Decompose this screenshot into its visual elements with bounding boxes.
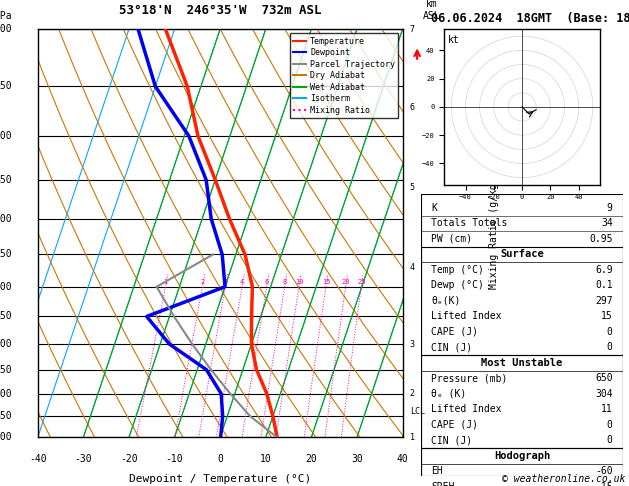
Text: 304: 304 — [595, 389, 613, 399]
Text: 3: 3 — [410, 340, 415, 348]
Text: 400: 400 — [0, 131, 12, 141]
Text: 900: 900 — [0, 433, 12, 442]
Text: 850: 850 — [0, 411, 12, 421]
Text: 0.1: 0.1 — [595, 280, 613, 290]
Text: 450: 450 — [0, 175, 12, 185]
Text: CAPE (J): CAPE (J) — [431, 327, 479, 337]
Text: 0.95: 0.95 — [589, 234, 613, 244]
Text: Lifted Index: Lifted Index — [431, 312, 502, 321]
Text: Dewpoint / Temperature (°C): Dewpoint / Temperature (°C) — [129, 474, 311, 484]
Text: Temp (°C): Temp (°C) — [431, 265, 484, 275]
Text: 750: 750 — [0, 364, 12, 375]
Text: 4: 4 — [410, 263, 415, 272]
Text: 10: 10 — [260, 454, 272, 464]
Text: -60: -60 — [595, 467, 613, 476]
Text: 650: 650 — [0, 312, 12, 321]
Text: 8: 8 — [283, 279, 287, 285]
Text: 6: 6 — [410, 103, 415, 112]
Text: 30: 30 — [351, 454, 363, 464]
Text: Mixing Ratio (g/kg): Mixing Ratio (g/kg) — [489, 177, 499, 289]
Bar — [421, 355, 623, 448]
Text: Pressure (mb): Pressure (mb) — [431, 373, 508, 383]
Text: 300: 300 — [0, 24, 12, 34]
Text: 297: 297 — [595, 296, 613, 306]
Text: 4: 4 — [240, 279, 245, 285]
Text: -15: -15 — [595, 482, 613, 486]
Text: Hodograph: Hodograph — [494, 451, 550, 461]
Text: 34: 34 — [601, 218, 613, 228]
Text: 0: 0 — [607, 435, 613, 445]
Text: Lifted Index: Lifted Index — [431, 404, 502, 415]
Text: 11: 11 — [601, 404, 613, 415]
Text: 2: 2 — [201, 279, 205, 285]
Text: 6.9: 6.9 — [595, 265, 613, 275]
Text: 2: 2 — [410, 389, 415, 398]
Text: CAPE (J): CAPE (J) — [431, 420, 479, 430]
Text: km
ASL: km ASL — [423, 0, 440, 21]
Bar — [421, 448, 623, 486]
Text: 1: 1 — [410, 433, 415, 442]
Text: SREH: SREH — [431, 482, 455, 486]
Text: 350: 350 — [0, 82, 12, 91]
Text: 800: 800 — [0, 389, 12, 399]
Text: 3: 3 — [223, 279, 228, 285]
Legend: Temperature, Dewpoint, Parcel Trajectory, Dry Adiabat, Wet Adiabat, Isotherm, Mi: Temperature, Dewpoint, Parcel Trajectory… — [290, 34, 398, 118]
Text: kt: kt — [447, 35, 459, 45]
Text: 600: 600 — [0, 282, 12, 292]
Text: θₑ(K): θₑ(K) — [431, 296, 461, 306]
Text: 10: 10 — [295, 279, 303, 285]
Text: Surface: Surface — [500, 249, 544, 260]
Text: hPa: hPa — [0, 11, 12, 21]
Text: 7: 7 — [410, 25, 415, 34]
Text: LCL: LCL — [410, 407, 425, 417]
Text: -10: -10 — [165, 454, 184, 464]
Text: 25: 25 — [357, 279, 365, 285]
Text: PW (cm): PW (cm) — [431, 234, 472, 244]
Text: © weatheronline.co.uk: © weatheronline.co.uk — [503, 473, 626, 484]
Text: 20: 20 — [342, 279, 350, 285]
Text: CIN (J): CIN (J) — [431, 342, 472, 352]
Bar — [421, 246, 623, 355]
Text: -20: -20 — [120, 454, 138, 464]
Text: 5: 5 — [410, 184, 415, 192]
Text: 1: 1 — [164, 279, 168, 285]
Text: 53°18'N  246°35'W  732m ASL: 53°18'N 246°35'W 732m ASL — [119, 4, 321, 17]
Text: 6: 6 — [265, 279, 269, 285]
Text: 06.06.2024  18GMT  (Base: 18): 06.06.2024 18GMT (Base: 18) — [431, 12, 629, 25]
Text: 0: 0 — [607, 420, 613, 430]
Text: Most Unstable: Most Unstable — [481, 358, 563, 368]
Text: 0: 0 — [607, 342, 613, 352]
Text: -30: -30 — [74, 454, 92, 464]
Text: 650: 650 — [595, 373, 613, 383]
Text: 40: 40 — [397, 454, 408, 464]
Text: 0: 0 — [607, 327, 613, 337]
Text: 500: 500 — [0, 214, 12, 224]
Text: Dewp (°C): Dewp (°C) — [431, 280, 484, 290]
Text: CIN (J): CIN (J) — [431, 435, 472, 445]
Text: Totals Totals: Totals Totals — [431, 218, 508, 228]
Text: 550: 550 — [0, 249, 12, 260]
Text: EH: EH — [431, 467, 443, 476]
Text: 0: 0 — [217, 454, 223, 464]
Text: θₑ (K): θₑ (K) — [431, 389, 467, 399]
Text: 20: 20 — [306, 454, 317, 464]
Text: K: K — [431, 203, 437, 213]
Text: 9: 9 — [607, 203, 613, 213]
Text: 15: 15 — [601, 312, 613, 321]
Text: -40: -40 — [29, 454, 47, 464]
Text: 15: 15 — [322, 279, 330, 285]
Text: 700: 700 — [0, 339, 12, 349]
